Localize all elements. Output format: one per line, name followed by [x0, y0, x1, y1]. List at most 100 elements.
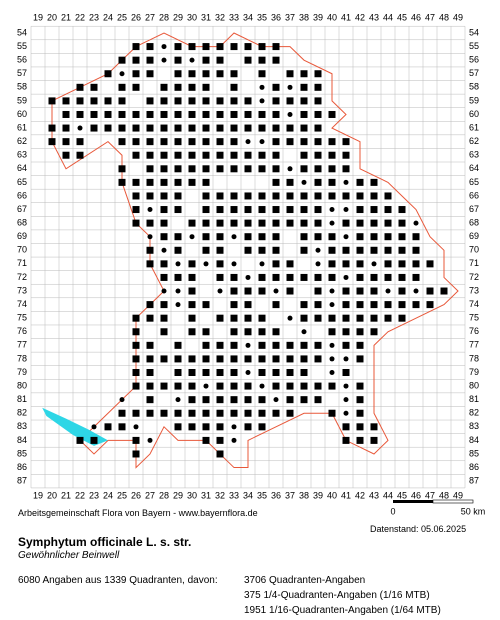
occurrence-square	[328, 246, 336, 254]
occurrence-square	[76, 83, 84, 91]
occurrence-square	[202, 110, 210, 118]
occurrence-square	[356, 301, 364, 309]
occurrence-square	[146, 178, 154, 186]
occurrence-square	[370, 301, 378, 309]
occurrence-dot	[259, 261, 265, 267]
occurrence-square	[258, 246, 266, 254]
occurrence-square	[258, 396, 266, 404]
row-label: 65	[469, 177, 479, 187]
occurrence-dot	[329, 288, 335, 294]
occurrence-square	[342, 328, 350, 336]
occurrence-square	[202, 83, 210, 91]
occurrence-square	[146, 70, 154, 78]
occurrence-square	[230, 328, 238, 336]
occurrence-square	[356, 273, 364, 281]
bavaria-outline	[51, 32, 459, 469]
column-label: 45	[397, 490, 407, 500]
occurrence-dot	[287, 84, 293, 90]
occurrence-square	[328, 382, 336, 390]
occurrence-dot	[245, 139, 251, 145]
occurrence-square	[104, 97, 112, 105]
occurrence-square	[202, 192, 210, 200]
occurrence-square	[300, 355, 308, 363]
occurrence-square	[356, 178, 364, 186]
occurrence-square	[146, 301, 154, 309]
occurrence-square	[342, 138, 350, 146]
occurrence-square	[272, 219, 280, 227]
column-label: 20	[47, 490, 57, 500]
summary-total: 6080 Angaben aus 1339 Quadranten, davon:	[18, 575, 218, 586]
occurrence-square	[216, 341, 224, 349]
occurrence-square	[272, 43, 280, 51]
occurrence-square	[174, 382, 182, 390]
occurrence-square	[244, 314, 252, 322]
occurrence-square	[426, 287, 434, 295]
column-label: 31	[201, 13, 211, 23]
occurrence-square	[412, 246, 420, 254]
occurrence-square	[342, 165, 350, 173]
occurrence-square	[300, 151, 308, 159]
row-label: 79	[469, 367, 479, 377]
occurrence-square	[216, 314, 224, 322]
occurrence-square	[216, 165, 224, 173]
column-label: 22	[75, 13, 85, 23]
occurrence-square	[370, 206, 378, 214]
occurrence-square	[300, 110, 308, 118]
column-label: 37	[285, 490, 295, 500]
occurrence-marks	[48, 43, 448, 458]
column-label: 21	[61, 490, 71, 500]
occurrence-square	[188, 97, 196, 105]
species-name: Symphytum officinale L. s. str.	[18, 535, 192, 549]
occurrence-square	[90, 124, 98, 132]
occurrence-square	[244, 192, 252, 200]
occurrence-dot	[147, 234, 153, 240]
occurrence-square	[370, 328, 378, 336]
occurrence-square	[160, 273, 168, 281]
occurrence-square	[146, 355, 154, 363]
occurrence-square	[146, 97, 154, 105]
occurrence-square	[202, 206, 210, 214]
occurrence-square	[370, 246, 378, 254]
occurrence-square	[258, 151, 266, 159]
occurrence-square	[216, 97, 224, 105]
occurrence-square	[76, 151, 84, 159]
occurrence-square	[286, 206, 294, 214]
occurrence-square	[132, 436, 140, 444]
occurrence-square	[300, 97, 308, 105]
occurrence-square	[160, 219, 168, 227]
occurrence-dot	[343, 410, 349, 416]
occurrence-square	[244, 396, 252, 404]
occurrence-square	[300, 246, 308, 254]
occurrence-square	[230, 341, 238, 349]
occurrence-square	[244, 355, 252, 363]
occurrence-square	[146, 369, 154, 376]
occurrence-square	[328, 233, 336, 241]
occurrence-square	[356, 246, 364, 254]
occurrence-square	[48, 138, 56, 146]
row-label: 85	[17, 448, 27, 458]
occurrence-dot	[217, 288, 223, 294]
occurrence-square	[146, 260, 154, 268]
occurrence-square	[174, 165, 182, 173]
occurrence-square	[202, 246, 210, 254]
occurrence-square	[216, 369, 224, 376]
occurrence-square	[286, 396, 294, 404]
column-label: 36	[271, 13, 281, 23]
row-label: 78	[469, 353, 479, 363]
occurrence-square	[398, 314, 406, 322]
occurrence-square	[300, 219, 308, 227]
occurrence-square	[216, 110, 224, 118]
occurrence-square	[314, 192, 322, 200]
occurrence-square	[286, 409, 294, 417]
occurrence-square	[258, 56, 266, 64]
occurrence-square	[146, 409, 154, 417]
occurrence-square	[160, 151, 168, 159]
occurrence-square	[188, 355, 196, 363]
row-label: 87	[17, 476, 27, 486]
occurrence-square	[132, 43, 140, 51]
occurrence-square	[286, 341, 294, 349]
occurrence-square	[370, 314, 378, 322]
occurrence-square	[356, 328, 364, 336]
row-label: 63	[469, 150, 479, 160]
row-label: 68	[469, 217, 479, 227]
